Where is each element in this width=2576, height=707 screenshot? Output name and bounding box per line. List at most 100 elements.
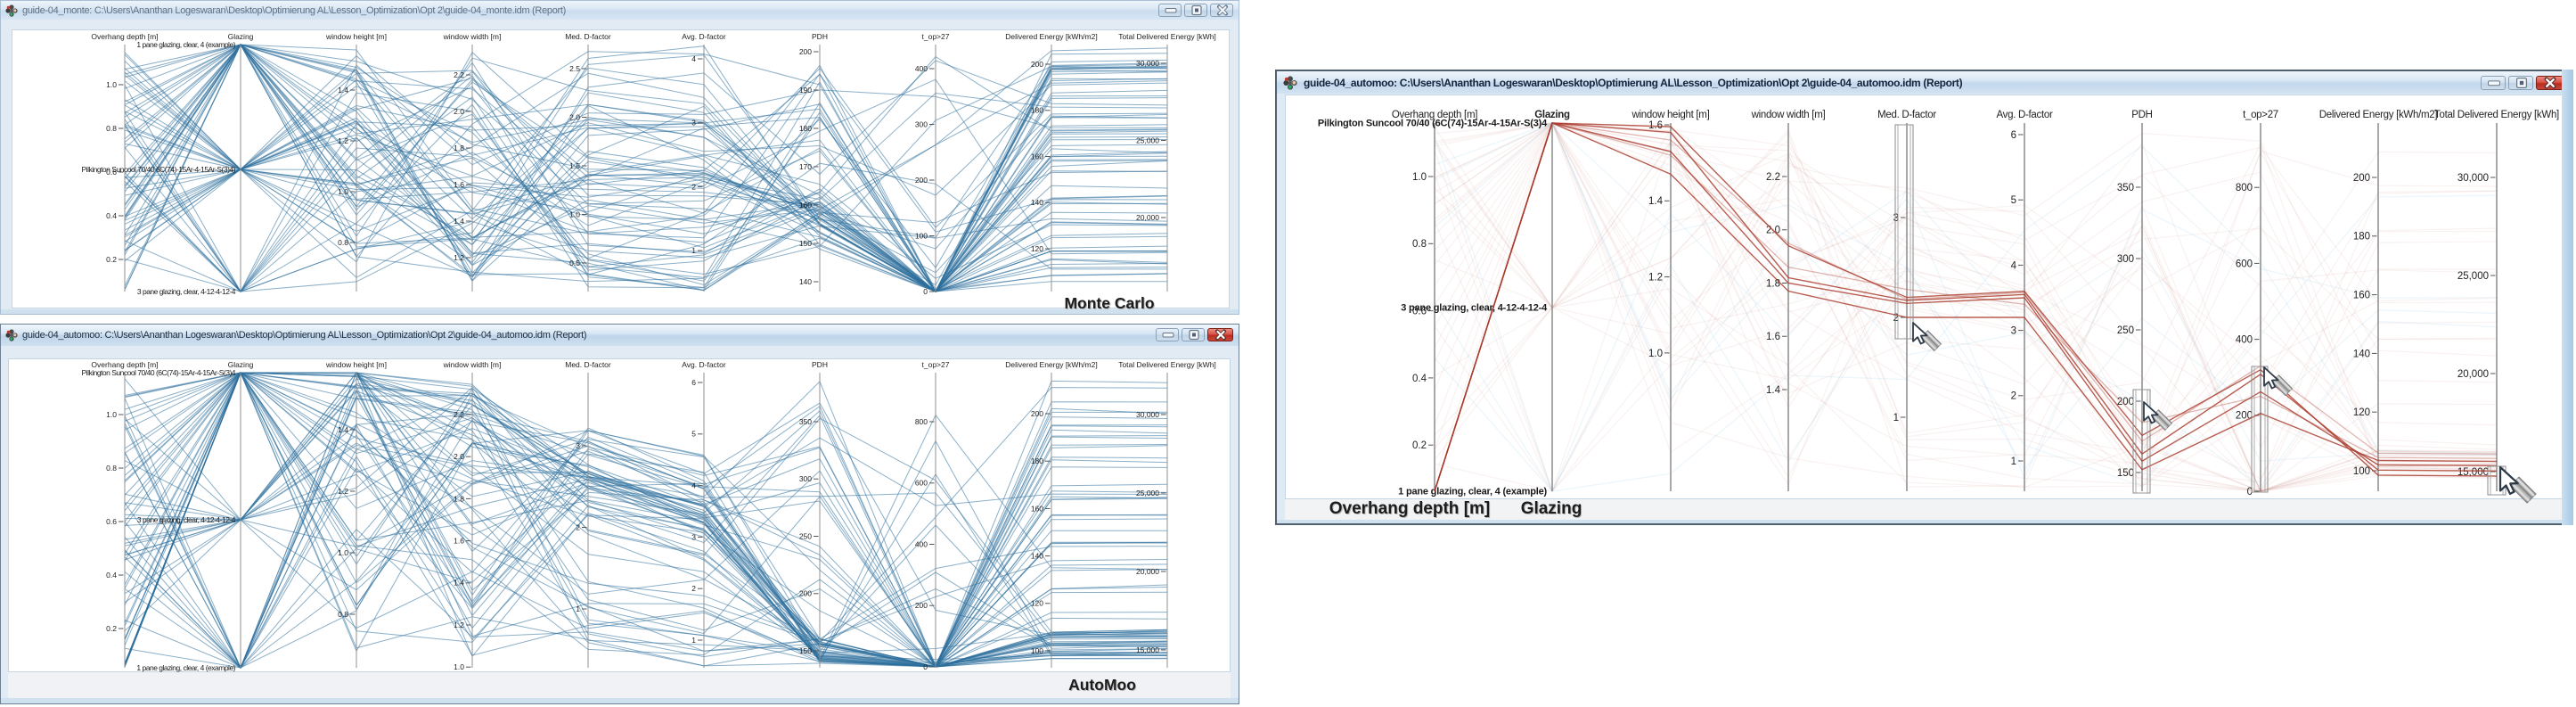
svg-text:2: 2 [576, 522, 580, 531]
svg-text:Delivered Energy [kWh/m2]: Delivered Energy [kWh/m2] [2319, 110, 2438, 120]
svg-text:Med. D-factor: Med. D-factor [565, 32, 611, 41]
svg-text:1.0: 1.0 [1648, 349, 1663, 359]
svg-text:20,000: 20,000 [1136, 213, 1159, 222]
svg-text:Overhang depth [m]: Overhang depth [m] [1329, 499, 1491, 518]
svg-text:Total Delivered Energy [kWh]: Total Delivered Energy [kWh] [1118, 32, 1216, 41]
svg-text:25,000: 25,000 [2457, 271, 2489, 282]
svg-text:200: 200 [2117, 397, 2134, 407]
svg-text:0: 0 [923, 287, 928, 296]
svg-text:0.6: 0.6 [1412, 307, 1427, 317]
svg-text:3 pane glazing, clear, 4-12-4-: 3 pane glazing, clear, 4-12-4-12-4 [137, 515, 236, 524]
svg-text:1: 1 [691, 636, 696, 645]
svg-text:1.6: 1.6 [454, 180, 464, 189]
svg-text:window width [m]: window width [m] [443, 360, 502, 369]
svg-text:1 pane glazing, clear, 4 (exam: 1 pane glazing, clear, 4 (example) [1398, 487, 1547, 497]
svg-text:Glazing: Glazing [1521, 499, 1582, 518]
svg-text:2: 2 [1893, 313, 1899, 324]
svg-text:600: 600 [2236, 259, 2253, 269]
svg-text:0.2: 0.2 [1412, 440, 1427, 451]
svg-text:1.0: 1.0 [106, 80, 117, 89]
svg-text:window height [m]: window height [m] [325, 360, 387, 369]
svg-text:1.0: 1.0 [569, 210, 580, 218]
svg-text:350: 350 [2117, 183, 2134, 193]
svg-text:AutoMoo: AutoMoo [1069, 677, 1137, 695]
svg-text:Overhang depth [m]: Overhang depth [m] [1392, 110, 1477, 120]
svg-text:window height [m]: window height [m] [1631, 110, 1710, 120]
svg-text:AutoMoo: AutoMoo [1068, 676, 1136, 694]
svg-text:2.0: 2.0 [454, 452, 464, 461]
svg-text:6: 6 [2011, 130, 2016, 141]
svg-text:t_op>27: t_op>27 [922, 360, 950, 369]
svg-text:5: 5 [2011, 195, 2016, 206]
svg-text:Delivered Energy [kWh/m2]: Delivered Energy [kWh/m2] [1005, 360, 1097, 369]
svg-text:2.2: 2.2 [454, 410, 464, 419]
svg-text:2.2: 2.2 [1766, 172, 1780, 183]
svg-text:1: 1 [691, 246, 696, 255]
svg-text:PDH: PDH [812, 32, 828, 41]
svg-text:t_op>27: t_op>27 [922, 32, 950, 41]
svg-text:160: 160 [1031, 504, 1043, 513]
svg-text:1: 1 [576, 604, 580, 613]
svg-text:25,000: 25,000 [1136, 136, 1159, 144]
svg-text:200: 200 [915, 176, 928, 185]
svg-text:Avg. D-factor: Avg. D-factor [682, 32, 726, 41]
svg-text:800: 800 [2236, 183, 2253, 193]
svg-text:Total Delivered Energy [kWh]: Total Delivered Energy [kWh] [2434, 110, 2559, 120]
svg-text:1.6: 1.6 [454, 537, 464, 546]
svg-text:1.0: 1.0 [454, 662, 464, 671]
svg-text:30,000: 30,000 [2457, 173, 2489, 184]
svg-text:15,000: 15,000 [1136, 645, 1159, 654]
svg-text:1.4: 1.4 [454, 217, 464, 226]
svg-text:Total Delivered Energy [kWh]: Total Delivered Energy [kWh] [1118, 360, 1216, 369]
svg-text:180: 180 [2353, 232, 2370, 243]
svg-text:1.0: 1.0 [338, 187, 348, 196]
svg-text:100: 100 [1031, 646, 1043, 655]
svg-text:4: 4 [691, 481, 696, 490]
svg-text:1.4: 1.4 [1648, 196, 1664, 207]
svg-text:0.4: 0.4 [106, 571, 117, 580]
svg-text:1.4: 1.4 [338, 86, 348, 95]
svg-text:600: 600 [915, 479, 928, 488]
svg-text:30,000: 30,000 [1136, 59, 1159, 68]
svg-text:Med. D-factor: Med. D-factor [565, 360, 611, 369]
svg-text:0.4: 0.4 [1412, 374, 1427, 384]
svg-text:3: 3 [2011, 326, 2016, 337]
svg-text:200: 200 [1031, 409, 1043, 418]
svg-text:Avg. D-factor: Avg. D-factor [682, 360, 726, 369]
svg-text:2: 2 [691, 584, 696, 593]
svg-text:1.6: 1.6 [1766, 332, 1780, 342]
svg-text:400: 400 [915, 539, 928, 548]
svg-text:160: 160 [799, 201, 812, 210]
svg-text:200: 200 [799, 47, 812, 56]
svg-text:250: 250 [2117, 325, 2134, 336]
svg-text:180: 180 [799, 124, 812, 133]
svg-text:120: 120 [2353, 407, 2370, 418]
svg-text:3 pane glazing, clear, 4-12-4-: 3 pane glazing, clear, 4-12-4-12-4 [137, 287, 236, 296]
svg-text:2.5: 2.5 [569, 64, 580, 73]
svg-text:140: 140 [799, 277, 812, 286]
svg-text:300: 300 [915, 119, 928, 128]
svg-text:0.8: 0.8 [338, 238, 348, 247]
svg-text:140: 140 [1031, 198, 1043, 207]
svg-text:1.2: 1.2 [338, 487, 348, 496]
svg-text:2.2: 2.2 [454, 70, 464, 79]
svg-text:6: 6 [691, 378, 696, 387]
svg-text:0.8: 0.8 [338, 610, 348, 619]
svg-text:180: 180 [1031, 106, 1043, 115]
svg-text:0.8: 0.8 [106, 124, 117, 133]
svg-text:150: 150 [2117, 468, 2134, 479]
svg-text:Avg. D-factor: Avg. D-factor [1997, 110, 2053, 120]
svg-text:1.8: 1.8 [1766, 278, 1780, 289]
svg-text:1.5: 1.5 [569, 161, 580, 170]
svg-text:120: 120 [1031, 244, 1043, 253]
svg-text:200: 200 [799, 589, 812, 598]
svg-text:Overhang depth [m]: Overhang depth [m] [91, 32, 158, 41]
svg-text:160: 160 [2353, 291, 2370, 301]
svg-text:150: 150 [799, 239, 812, 248]
svg-text:0.6: 0.6 [106, 517, 117, 526]
svg-text:Pilkington Suncool 70/40 (6C(7: Pilkington Suncool 70/40 (6C(74)-15Ar-4-… [1318, 119, 1548, 129]
svg-text:1.0: 1.0 [338, 548, 348, 557]
svg-text:t_op>27: t_op>27 [2243, 110, 2278, 120]
svg-text:window height [m]: window height [m] [325, 32, 387, 41]
svg-text:0.4: 0.4 [106, 211, 117, 220]
